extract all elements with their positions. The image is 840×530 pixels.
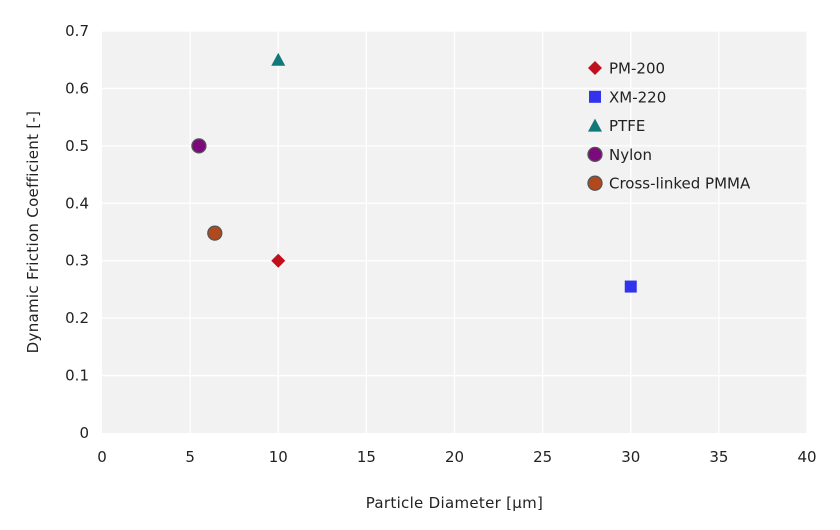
x-tick-label: 10	[269, 448, 288, 466]
legend-marker-pm-200	[588, 61, 602, 75]
data-points	[191, 52, 637, 293]
y-tick-label: 0.4	[65, 194, 89, 212]
legend: PM-200 XM-220 PTFE Nylon Cross-linked PMMA	[587, 60, 751, 193]
legend-marker-cross-linked-pmma	[587, 175, 603, 191]
y-tick-label: 0	[79, 424, 89, 442]
y-tick-label: 0.1	[65, 367, 89, 385]
legend-label-nylon: Nylon	[609, 146, 652, 164]
y-axis-title: Dynamic Friction Coefficient [-]	[24, 111, 42, 354]
y-tick-label: 0.3	[65, 252, 89, 270]
y-tick-label: 0.2	[65, 309, 89, 327]
point-nylon	[191, 138, 207, 154]
y-tick-label: 0.5	[65, 137, 89, 155]
legend-label-ptfe: PTFE	[609, 117, 645, 135]
legend-label-xm-220: XM-220	[609, 88, 666, 106]
x-tick-label: 0	[97, 448, 107, 466]
legend-marker-xm-220	[589, 90, 601, 103]
legend-label-cross-linked-pmma: Cross-linked PMMA	[609, 175, 751, 193]
x-tick-label: 25	[533, 448, 552, 466]
x-tick-label: 40	[797, 448, 816, 466]
gridlines	[102, 30, 808, 433]
x-tick-label: 15	[357, 448, 376, 466]
legend-marker-nylon	[587, 146, 603, 163]
x-tick-label: 35	[709, 448, 728, 466]
legend-label-pm-200: PM-200	[609, 60, 665, 78]
point-ptfe	[271, 52, 286, 66]
x-tick-label: 20	[445, 448, 464, 466]
legend-marker-ptfe	[588, 118, 602, 132]
y-axis-ticks: 0 0.1 0.2 0.3 0.4 0.5 0.6 0.7	[65, 22, 89, 442]
x-axis-ticks: 0 5 10 15 20 25 30 35 40	[97, 448, 816, 466]
y-tick-label: 0.7	[65, 22, 89, 40]
y-tick-label: 0.6	[65, 79, 89, 97]
point-xm-220	[624, 280, 637, 293]
x-axis-title: Particle Diameter [µm]	[366, 494, 543, 512]
point-pm-200	[271, 253, 286, 268]
point-cross-linked-pmma	[207, 225, 223, 241]
x-tick-label: 5	[185, 448, 195, 466]
x-tick-label: 30	[621, 448, 640, 466]
